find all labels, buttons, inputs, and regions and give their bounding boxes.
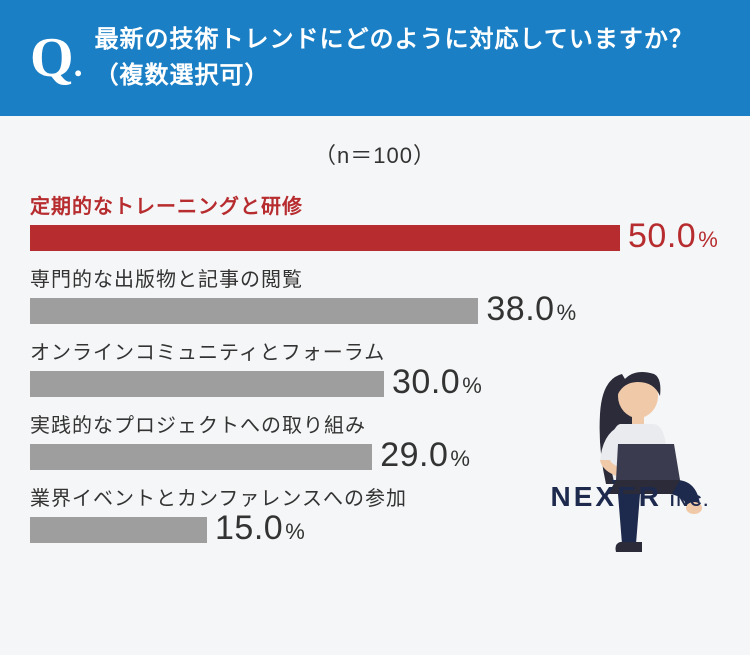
bar-label: 専門的な出版物と記事の閲覧 — [30, 263, 720, 292]
chart-content: （n＝100） 定期的なトレーニングと研修50.0%専門的な出版物と記事の閲覧3… — [0, 116, 750, 543]
sample-size-label: （n＝100） — [30, 116, 720, 190]
q-mark: Q. — [30, 30, 83, 86]
q-letter: Q — [30, 27, 74, 89]
bar-fill — [30, 517, 207, 543]
bar-fill — [30, 225, 620, 251]
bar-value: 38.0% — [486, 292, 576, 326]
question-text: 最新の技術トレンドにどのように対応していますか？（複数選択可） — [95, 22, 720, 94]
person-laptop-illustration — [562, 354, 722, 554]
q-dot: . — [74, 44, 83, 84]
bar-track: 38.0% — [30, 298, 720, 324]
bar-label: 定期的なトレーニングと研修 — [30, 190, 720, 219]
question-header: Q. 最新の技術トレンドにどのように対応していますか？（複数選択可） — [0, 0, 750, 116]
bar-row: 専門的な出版物と記事の閲覧38.0% — [30, 263, 720, 324]
company-logo: NEXER INC. — [551, 481, 710, 513]
bar-row: 定期的なトレーニングと研修50.0% — [30, 190, 720, 251]
logo-main-text: NEXER — [551, 481, 662, 513]
logo-sub-text: INC. — [670, 493, 710, 511]
bar-track: 50.0% — [30, 225, 720, 251]
bar-fill — [30, 371, 384, 397]
bar-fill — [30, 444, 372, 470]
bar-fill — [30, 298, 478, 324]
bar-value: 50.0% — [628, 219, 718, 253]
bar-value: 30.0% — [392, 365, 482, 399]
bar-value: 15.0% — [215, 511, 305, 545]
bar-value: 29.0% — [380, 438, 470, 472]
